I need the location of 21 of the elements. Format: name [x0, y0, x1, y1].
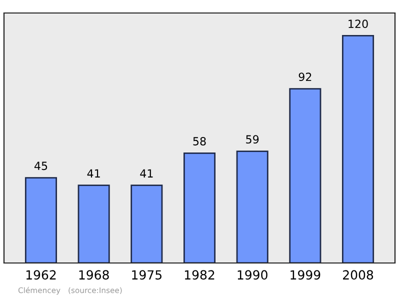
x-tick-label: 1975	[132, 270, 162, 280]
data-label: 59	[246, 135, 259, 144]
x-tick-label: 1982	[184, 270, 214, 280]
x-tick-label: 1999	[290, 270, 320, 280]
data-label: 120	[348, 20, 368, 28]
bar	[78, 184, 110, 263]
data-label: 41	[87, 169, 100, 178]
bar	[289, 88, 322, 263]
data-label: 41	[140, 169, 153, 178]
x-tick-label: 1968	[79, 270, 109, 280]
x-tick-label: 2008	[343, 270, 374, 280]
bar	[236, 150, 268, 263]
data-label: 45	[34, 162, 48, 170]
bar	[183, 152, 216, 263]
bar	[24, 177, 58, 263]
bar	[342, 35, 374, 263]
data-label: 58	[193, 137, 206, 146]
bar	[130, 184, 163, 263]
x-tick-label: 1962	[26, 270, 56, 280]
x-tick-label: 1990	[238, 270, 268, 280]
data-label: 92	[298, 72, 312, 82]
